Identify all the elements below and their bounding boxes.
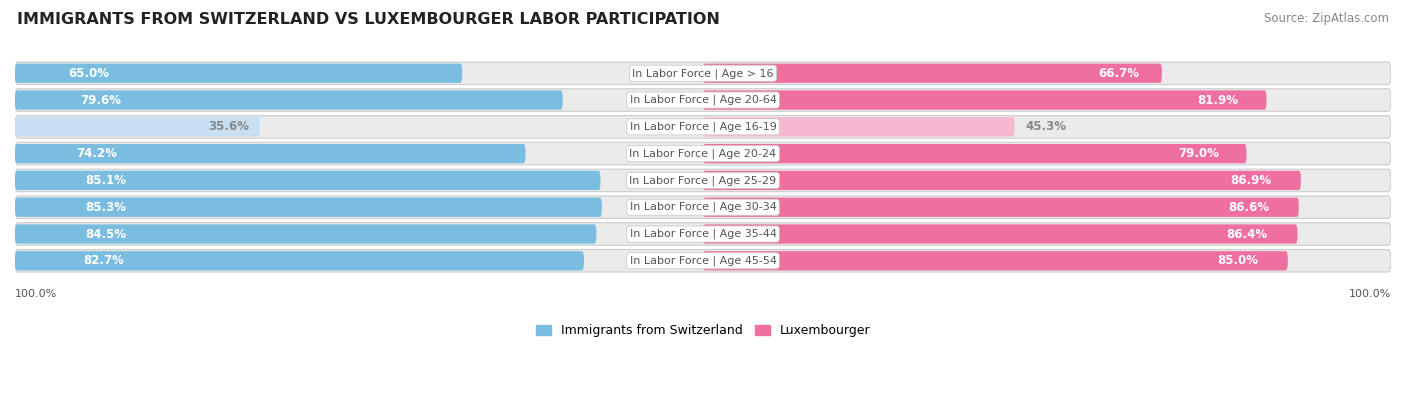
Text: 74.2%: 74.2% xyxy=(76,147,117,160)
FancyBboxPatch shape xyxy=(15,144,526,163)
Text: In Labor Force | Age 20-64: In Labor Force | Age 20-64 xyxy=(630,95,776,105)
FancyBboxPatch shape xyxy=(15,171,600,190)
Text: 85.3%: 85.3% xyxy=(86,201,127,214)
FancyBboxPatch shape xyxy=(15,62,1391,85)
FancyBboxPatch shape xyxy=(15,250,1391,272)
FancyBboxPatch shape xyxy=(703,251,1288,271)
FancyBboxPatch shape xyxy=(15,117,260,137)
FancyBboxPatch shape xyxy=(703,171,1301,190)
Text: In Labor Force | Age 45-54: In Labor Force | Age 45-54 xyxy=(630,256,776,266)
Text: 82.7%: 82.7% xyxy=(83,254,124,267)
Text: 86.6%: 86.6% xyxy=(1227,201,1270,214)
Text: In Labor Force | Age > 16: In Labor Force | Age > 16 xyxy=(633,68,773,79)
Text: In Labor Force | Age 16-19: In Labor Force | Age 16-19 xyxy=(630,122,776,132)
Text: In Labor Force | Age 25-29: In Labor Force | Age 25-29 xyxy=(630,175,776,186)
FancyBboxPatch shape xyxy=(703,144,1247,163)
Text: 86.4%: 86.4% xyxy=(1226,228,1268,241)
Text: 66.7%: 66.7% xyxy=(1098,67,1139,80)
FancyBboxPatch shape xyxy=(15,89,1391,111)
Text: In Labor Force | Age 35-44: In Labor Force | Age 35-44 xyxy=(630,229,776,239)
FancyBboxPatch shape xyxy=(15,224,596,244)
FancyBboxPatch shape xyxy=(703,224,1298,244)
Text: 81.9%: 81.9% xyxy=(1198,94,1239,107)
FancyBboxPatch shape xyxy=(15,223,1391,245)
Text: 85.1%: 85.1% xyxy=(86,174,127,187)
FancyBboxPatch shape xyxy=(15,90,562,110)
Text: 65.0%: 65.0% xyxy=(69,67,110,80)
FancyBboxPatch shape xyxy=(703,90,1267,110)
Text: In Labor Force | Age 20-24: In Labor Force | Age 20-24 xyxy=(630,149,776,159)
FancyBboxPatch shape xyxy=(15,251,583,271)
FancyBboxPatch shape xyxy=(15,169,1391,192)
Text: 85.0%: 85.0% xyxy=(1218,254,1258,267)
Text: 35.6%: 35.6% xyxy=(208,120,250,134)
Text: 100.0%: 100.0% xyxy=(15,289,58,299)
Text: 45.3%: 45.3% xyxy=(1025,120,1066,134)
FancyBboxPatch shape xyxy=(703,198,1299,217)
Text: In Labor Force | Age 30-34: In Labor Force | Age 30-34 xyxy=(630,202,776,213)
FancyBboxPatch shape xyxy=(15,142,1391,165)
FancyBboxPatch shape xyxy=(15,116,1391,138)
Text: 86.9%: 86.9% xyxy=(1230,174,1271,187)
Text: 79.0%: 79.0% xyxy=(1178,147,1219,160)
Text: 84.5%: 84.5% xyxy=(84,228,127,241)
Text: 100.0%: 100.0% xyxy=(1348,289,1391,299)
Text: Source: ZipAtlas.com: Source: ZipAtlas.com xyxy=(1264,12,1389,25)
Legend: Immigrants from Switzerland, Luxembourger: Immigrants from Switzerland, Luxembourge… xyxy=(530,320,876,342)
Text: 79.6%: 79.6% xyxy=(80,94,122,107)
FancyBboxPatch shape xyxy=(15,196,1391,218)
FancyBboxPatch shape xyxy=(703,117,1015,137)
Text: IMMIGRANTS FROM SWITZERLAND VS LUXEMBOURGER LABOR PARTICIPATION: IMMIGRANTS FROM SWITZERLAND VS LUXEMBOUR… xyxy=(17,12,720,27)
FancyBboxPatch shape xyxy=(15,198,602,217)
FancyBboxPatch shape xyxy=(703,64,1161,83)
FancyBboxPatch shape xyxy=(15,64,463,83)
